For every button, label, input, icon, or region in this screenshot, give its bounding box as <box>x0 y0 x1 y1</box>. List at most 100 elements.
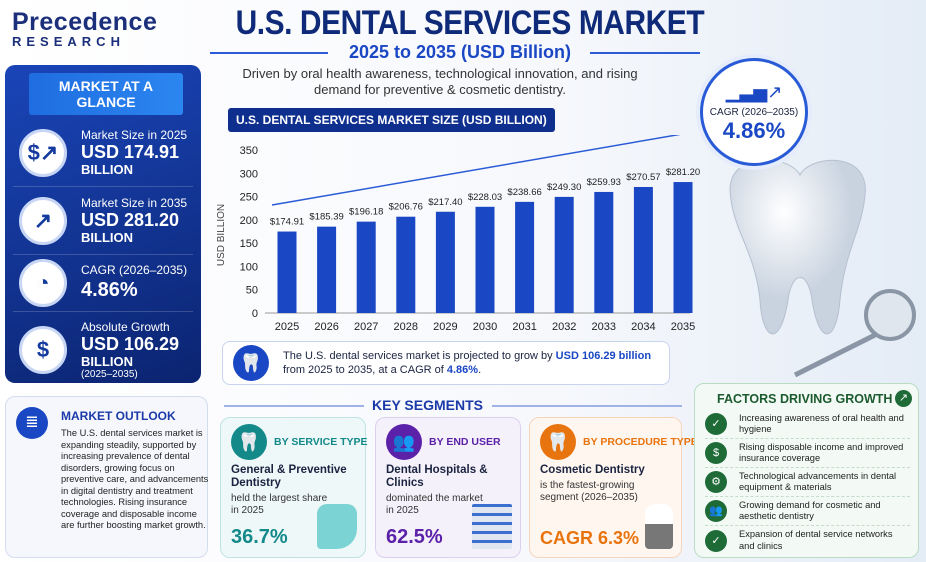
data-label: $270.57 <box>626 172 660 183</box>
arrow-up-right-icon: ↗ <box>895 390 912 407</box>
segment-heading: BY SERVICE TYPE <box>274 436 368 448</box>
bar <box>673 182 693 313</box>
logo-subtext: RESEARCH <box>12 34 125 49</box>
growth-chart-icon: ▁▃▅↗ <box>725 81 783 102</box>
dollar-growth-chart-icon: $↗ <box>19 128 67 177</box>
gear-icon: ⚙ <box>705 471 727 493</box>
segment-heading: BY END USER <box>429 436 501 448</box>
glance-item: $ Absolute Growth USD 106.29 BILLION (20… <box>13 312 193 388</box>
bar <box>317 226 337 313</box>
data-label: $281.20 <box>666 167 700 178</box>
factors-driving-growth-panel: FACTORS DRIVING GROWTH ↗ ✓ Increasing awa… <box>694 383 919 558</box>
segment-heading: BY PROCEDURE TYPE <box>583 436 698 448</box>
cagr-label: CAGR (2026–2035) <box>709 106 799 118</box>
glance-item: ↗ Market Size in 2035 USD 281.20 BILLION <box>13 187 193 255</box>
x-tick-label: 2026 <box>314 321 338 333</box>
bar <box>554 196 574 313</box>
y-tick-label: 150 <box>240 238 258 250</box>
data-label: $238.66 <box>507 187 541 198</box>
data-label: $206.76 <box>389 202 423 213</box>
y-tick-label: 0 <box>252 308 258 320</box>
tooth-icon: 🦷 <box>233 345 269 381</box>
summary-text: The U.S. dental services market is proje… <box>283 350 652 376</box>
data-label: $228.03 <box>468 192 502 203</box>
outlook-heading: MARKET OUTLOOK <box>61 409 176 423</box>
x-tick-label: 2030 <box>473 321 497 333</box>
factor-text: Technological advancements in dental equ… <box>739 470 897 493</box>
factors-list: ✓ Increasing awareness of oral health and… <box>705 410 910 555</box>
factor-item: ⚙ Technological advancements in dental eq… <box>705 468 910 497</box>
bar <box>435 211 455 313</box>
chart-title: U.S. DENTAL SERVICES MARKET SIZE (USD BI… <box>228 108 555 132</box>
segment-card-end-user: 👥 BY END USER Dental Hospitals & Clinics… <box>375 417 521 558</box>
clipboard-icon: ≣ <box>16 407 48 439</box>
pie-chart-icon: ◔ <box>19 259 67 307</box>
glance-value: USD 281.20 <box>81 210 180 230</box>
dental-implant-icon: 🦷 <box>540 424 576 460</box>
page-description: Driven by oral health awareness, technol… <box>242 66 638 97</box>
x-tick-label: 2032 <box>552 321 576 333</box>
x-tick-label: 2034 <box>631 321 655 333</box>
data-label: $174.91 <box>270 217 304 228</box>
glance-value: 4.86% <box>81 279 138 301</box>
factor-text: Increasing awareness of oral health and … <box>739 412 904 435</box>
glance-value: USD 106.29 <box>81 334 180 354</box>
factor-text: Growing demand for cosmetic and aestheti… <box>739 499 881 522</box>
x-tick-label: 2028 <box>394 321 418 333</box>
data-label: $185.39 <box>309 212 343 223</box>
data-label: $196.18 <box>349 207 383 218</box>
data-label: $249.30 <box>547 182 581 193</box>
page-title: U.S. DENTAL SERVICES MARKET <box>235 4 705 42</box>
tooth-icon: 🦷 <box>231 424 267 460</box>
market-at-a-glance-panel: MARKET AT A GLANCE $↗ Market Size in 202… <box>5 65 201 383</box>
x-tick-label: 2027 <box>354 321 378 333</box>
hospital-icon <box>472 504 512 549</box>
bar <box>594 191 614 313</box>
bar <box>356 221 376 313</box>
bar-chart: USD BILLION 0 50 100 150 200 250 300 350 $174.91 2… <box>216 135 700 333</box>
bar <box>633 186 653 313</box>
shield-check-icon: ✓ <box>705 529 727 552</box>
divider <box>224 405 364 407</box>
y-tick-label: 300 <box>240 168 258 180</box>
factor-item: ✓ Expansion of dental service networks an… <box>705 526 910 555</box>
people-icon: 👥 <box>386 424 422 460</box>
segment-name: Dental Hospitals & Clinics <box>386 464 488 489</box>
factor-text: Expansion of dental service networks and… <box>739 529 893 551</box>
segment-card-procedure-type: 🦷 BY PROCEDURE TYPE Cosmetic Dentistry i… <box>529 417 698 558</box>
y-tick-label: 250 <box>240 192 258 204</box>
segment-name: Cosmetic Dentistry <box>540 464 645 476</box>
cagr-value: 4.86% <box>722 117 786 143</box>
dollar-icon: $ <box>705 442 727 464</box>
segment-name: General & Preventive Dentistry <box>231 464 347 489</box>
data-label: $217.40 <box>428 197 462 208</box>
segment-card-service-type: 🦷 BY SERVICE TYPE General & Preventive D… <box>220 417 368 558</box>
glance-unit: BILLION <box>81 162 133 177</box>
bar <box>396 216 416 313</box>
segment-desc: held the largest share in 2025 <box>231 493 328 516</box>
growth-chart-icon: ↗ <box>19 196 67 245</box>
segment-value: 62.5% <box>386 526 443 548</box>
data-label: $259.93 <box>587 177 621 188</box>
summary-note: 🦷 The U.S. dental services market is pro… <box>222 341 670 385</box>
logo: Precedence RESEARCH <box>12 8 192 49</box>
cagr-badge: ▁▃▅↗ CAGR (2026–2035) 4.86% <box>700 58 808 166</box>
glance-label: Market Size in 2025 <box>81 128 188 142</box>
divider <box>210 52 328 54</box>
divider <box>590 52 700 54</box>
y-tick-label: 350 <box>240 145 258 157</box>
page-subtitle: 2025 to 2035 (USD Billion) <box>348 42 572 62</box>
glance-label: Absolute Growth <box>81 320 170 334</box>
y-tick-label: 100 <box>240 261 258 273</box>
tooth-check-icon: ✓ <box>705 413 727 435</box>
segment-desc: dominated the market in 2025 <box>386 493 483 516</box>
factor-item: $ Rising disposable income and improved i… <box>705 439 910 468</box>
glance-label: Market Size in 2035 <box>81 196 188 210</box>
key-segments-heading: KEY SEGMENTS <box>372 397 483 413</box>
x-tick-label: 2035 <box>671 321 695 333</box>
trend-arrow <box>271 135 681 206</box>
glance-label: CAGR (2026–2035) <box>81 263 188 277</box>
x-tick-label: 2033 <box>592 321 616 333</box>
people-icon: 👥 <box>705 500 727 522</box>
dollar-icon: $ <box>19 326 67 374</box>
